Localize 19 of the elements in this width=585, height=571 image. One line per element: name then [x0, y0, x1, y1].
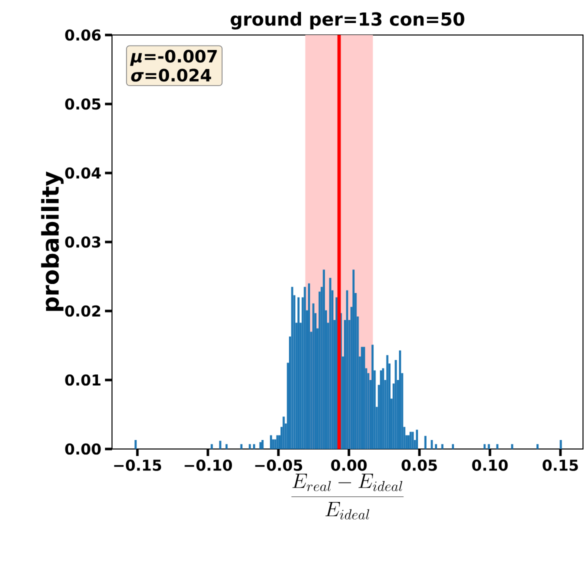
- x-tick-label: −0.15: [114, 460, 162, 471]
- y-axis-title: probability: [41, 172, 64, 311]
- chart-title: ground per=13 con=50: [230, 12, 464, 30]
- y-tick-label: 0.03: [65, 236, 100, 248]
- annotation: μ=-0.007: [130, 50, 217, 66]
- x-tick-label: −0.10: [184, 460, 232, 471]
- y-tick-label: 0.00: [65, 443, 101, 455]
- y-tick-label: 0.04: [65, 167, 101, 179]
- x-tick-label: 0.10: [472, 460, 508, 471]
- x-tick-label: 0.00: [331, 460, 367, 471]
- y-tick-label: 0.06: [65, 29, 101, 41]
- y-tick-label: 0.05: [65, 98, 100, 110]
- annotation: σ=0.024: [131, 68, 212, 82]
- y-tick-label: 0.01: [65, 374, 100, 386]
- x-axis-title: $\frac{E_{real}-E_{ideal}}{E_{ideal}}$: [291, 474, 404, 520]
- x-tick-label: 0.05: [402, 460, 437, 471]
- y-tick-label: 0.02: [65, 305, 100, 317]
- x-tick-label: −0.05: [255, 460, 302, 471]
- x-tick-label: 0.15: [542, 460, 578, 471]
